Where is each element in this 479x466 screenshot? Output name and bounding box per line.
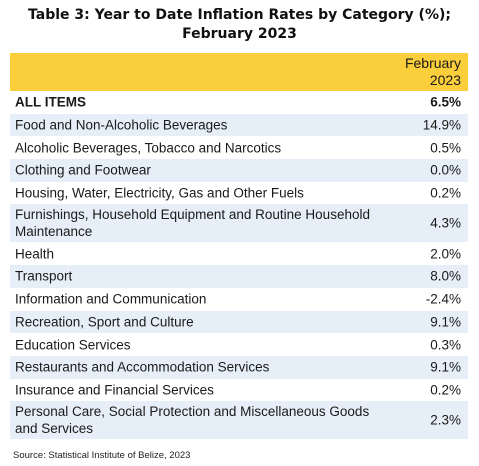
row-value: -2.4% <box>425 291 461 307</box>
table-header: February 2023 <box>10 53 468 91</box>
row-value: 0.0% <box>430 162 461 178</box>
row-label: Transport <box>15 268 73 284</box>
column-header-month: February <box>404 55 461 71</box>
row-label: Personal Care, Social Protection and Mis… <box>15 404 370 437</box>
table-row: Transport 8.0% <box>10 265 468 288</box>
row-label: Health <box>15 246 55 262</box>
table-title-line-1: Table 3: Year to Date Inflation Rates by… <box>28 7 451 23</box>
table-row: ALL ITEMS 6.5% <box>10 91 468 114</box>
row-value: 9.1% <box>430 314 461 330</box>
table-row: Health 2.0% <box>10 242 468 265</box>
table-row: Restaurants and Accommodation Services 9… <box>10 355 468 379</box>
table-row: Education Services 0.3% <box>10 333 468 356</box>
row-label: Education Services <box>15 337 131 353</box>
row-value: 9.1% <box>430 359 461 375</box>
row-value: 6.5% <box>430 94 461 110</box>
row-label: ALL ITEMS <box>15 94 87 110</box>
row-label: Alcoholic Beverages, Tobacco and Narcoti… <box>15 140 282 156</box>
table-row: Housing, Water, Electricity, Gas and Oth… <box>10 182 468 205</box>
row-label: Housing, Water, Electricity, Gas and Oth… <box>15 185 304 201</box>
table-row: Recreation, Sport and Culture 9.1% <box>10 310 468 334</box>
row-value: 2.3% <box>430 412 461 428</box>
table-row: Clothing and Footwear 0.0% <box>10 159 468 182</box>
table-row: Furnishings, Household Equipment and Rou… <box>10 204 468 243</box>
row-value: 14.9% <box>422 117 461 133</box>
source-note: Source: Statistical Institute of Belize,… <box>13 450 191 461</box>
row-label: Recreation, Sport and Culture <box>15 314 194 330</box>
row-label: Clothing and Footwear <box>15 162 151 178</box>
row-value: 8.0% <box>430 268 461 284</box>
row-label: Insurance and Financial Services <box>15 382 214 398</box>
table-row: Alcoholic Beverages, Tobacco and Narcoti… <box>10 136 468 159</box>
row-label: Information and Communication <box>15 291 207 307</box>
table-row: Insurance and Financial Services 0.2% <box>10 379 468 402</box>
row-label: Furnishings, Household Equipment and Rou… <box>15 207 370 240</box>
table-row: Information and Communication -2.4% <box>10 288 468 311</box>
column-header-february-2023: February 2023 <box>405 55 461 89</box>
row-value: 4.3% <box>430 215 461 231</box>
row-value: 2.0% <box>430 246 461 262</box>
row-label: Restaurants and Accommodation Services <box>15 359 270 375</box>
row-label: Food and Non-Alcoholic Beverages <box>15 117 228 133</box>
table-title-line-2: February 2023 <box>182 26 297 42</box>
inflation-table: February 2023 ALL ITEMS 6.5% Food and No… <box>10 53 468 440</box>
row-value: 0.2% <box>430 185 461 201</box>
row-value: 0.5% <box>430 140 461 156</box>
table-title: Table 3: Year to Date Inflation Rates by… <box>0 6 479 44</box>
table-row: Personal Care, Social Protection and Mis… <box>10 401 468 440</box>
table-row: Food and Non-Alcoholic Beverages 14.9% <box>10 113 468 137</box>
row-value: 0.3% <box>430 337 461 353</box>
column-header-year: 2023 <box>429 72 461 88</box>
row-value: 0.2% <box>430 382 461 398</box>
